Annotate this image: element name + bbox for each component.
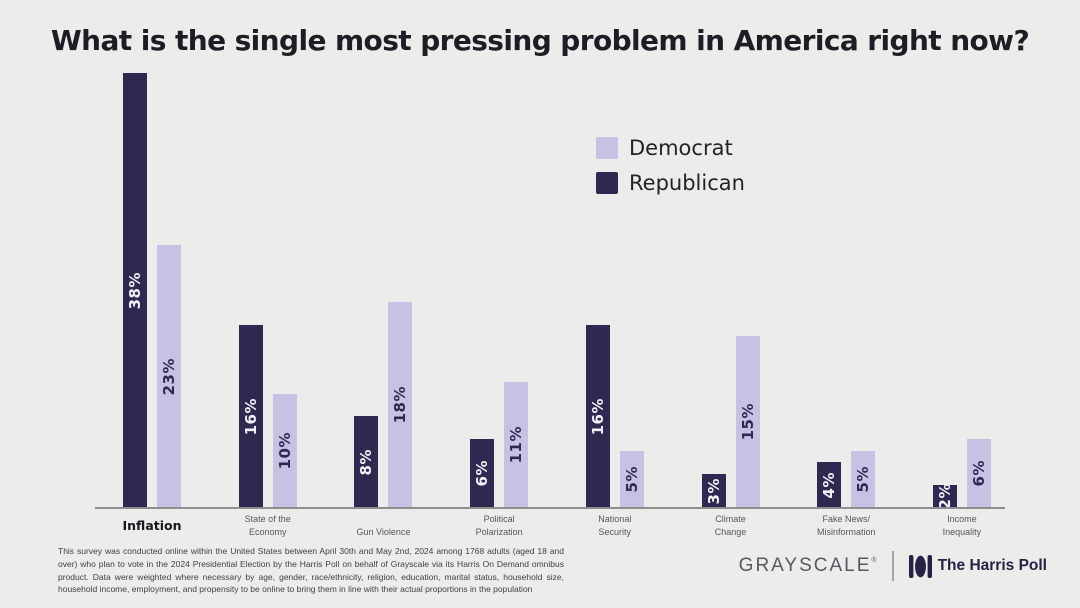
category-label-line: Security [598,526,632,537]
bar-democrat: 18% [388,301,413,508]
harris-poll-logo: The Harris Poll [908,554,1047,579]
category-label: Climate Change [661,513,801,539]
category-label-line: Inflation [122,517,182,533]
bar-republican: 16% [238,324,263,508]
bar-republican: 4% [817,462,842,508]
bar-value-label: 23% [160,357,178,396]
bar-democrat: 15% [735,336,760,508]
bar-group: 38% 23% Inflation [123,72,182,533]
bar-group: 4% 5% Fake News/Misinformation [817,72,876,537]
bar-value-label: 6% [473,460,492,487]
bar-democrat: 11% [504,382,529,508]
bar-group: 6% 11% Political Polarization [470,72,529,537]
bar-republican: 6% [470,439,495,508]
bar-democrat: 6% [966,439,991,508]
category-label: National Security [545,513,685,539]
bar-democrat: 5% [619,450,644,508]
bar-group: 16% 5% National Security [585,72,644,537]
x-axis-line [95,507,1005,509]
grayscale-logo: GRAYSCALE ® [739,555,877,577]
survey-disclaimer: This survey was conducted online within … [58,546,564,595]
bar-value-label: 38% [126,271,144,310]
category-label-line: State of the [244,513,291,524]
bar-republican: 38% [123,72,147,508]
bar-democrat: 5% [851,450,876,508]
bar-value-label: 2% [935,483,954,510]
category-label-line: Misinformation [816,526,876,537]
brand-logos: GRAYSCALE ® The Harris Poll [739,551,1047,581]
category-label: Gun Violence [313,526,453,539]
category-label-line: Change [714,526,747,537]
category-label-line: Fake News/ [822,513,870,524]
bar-group: 2% 6% Income Inequality [932,72,991,537]
legend-item-democrat: Democrat [596,136,745,160]
harris-poll-icon [908,554,932,578]
category-label-line: Climate [715,513,746,524]
bar-republican: 2% [932,483,957,510]
bar-value-label: 18% [391,386,410,424]
bar-value-label: 3% [704,477,723,505]
bar-group: 3% 15% Climate Change [701,72,760,537]
bar-group: 8% 18% Gun Violence [354,72,413,537]
category-label-line: National [598,513,632,524]
registered-mark-icon: ® [871,557,877,564]
bar-republican: 16% [585,324,610,508]
bar-value-label: 10% [275,432,294,470]
legend: Democrat Republican [596,136,745,195]
bar-value-label: 5% [622,466,641,493]
legend-label-republican: Republican [629,171,745,195]
plot-area: 38% 23% Inflation 16% 10% State of the Economy… [95,72,1005,537]
category-label-line: Polarization [475,526,523,537]
category-label: Income Inequality [892,513,1032,539]
bar-value-label: 6% [969,460,988,487]
category-label: Inflation [82,517,222,535]
category-label-line: Political [483,513,515,524]
category-label-line: Inequality [942,526,982,537]
category-label-line: Economy [248,526,287,537]
category-label-line: Gun Violence [356,526,411,537]
harris-poll-wordmark: The Harris Poll [937,557,1047,574]
chart-title: What is the single most pressing problem… [50,24,1030,57]
republican-swatch-icon [596,172,618,194]
category-label: Fake News/Misinformation [776,513,916,539]
logo-divider [891,551,894,581]
bar-republican: 8% [354,416,379,508]
bar-value-label: 16% [588,397,607,436]
bar-value-label: 15% [738,403,757,441]
category-label-line: Income [947,513,977,524]
bar-republican: 3% [701,473,726,508]
category-label: Political Polarization [429,513,569,539]
bar-value-label: 5% [854,466,873,493]
legend-label-democrat: Democrat [629,136,733,160]
category-label: State of the Economy [198,513,338,539]
bar-value-label: 4% [820,471,839,499]
bar-democrat: 10% [272,393,297,508]
bar-value-label: 11% [507,426,526,464]
bar-democrat: 23% [157,244,181,508]
bar-value-label: 16% [241,397,260,436]
legend-item-republican: Republican [596,171,745,195]
bar-value-label: 8% [357,448,376,476]
democrat-swatch-icon [596,137,618,159]
grayscale-wordmark: GRAYSCALE [738,555,872,576]
bar-group: 16% 10% State of the Economy [238,72,297,537]
